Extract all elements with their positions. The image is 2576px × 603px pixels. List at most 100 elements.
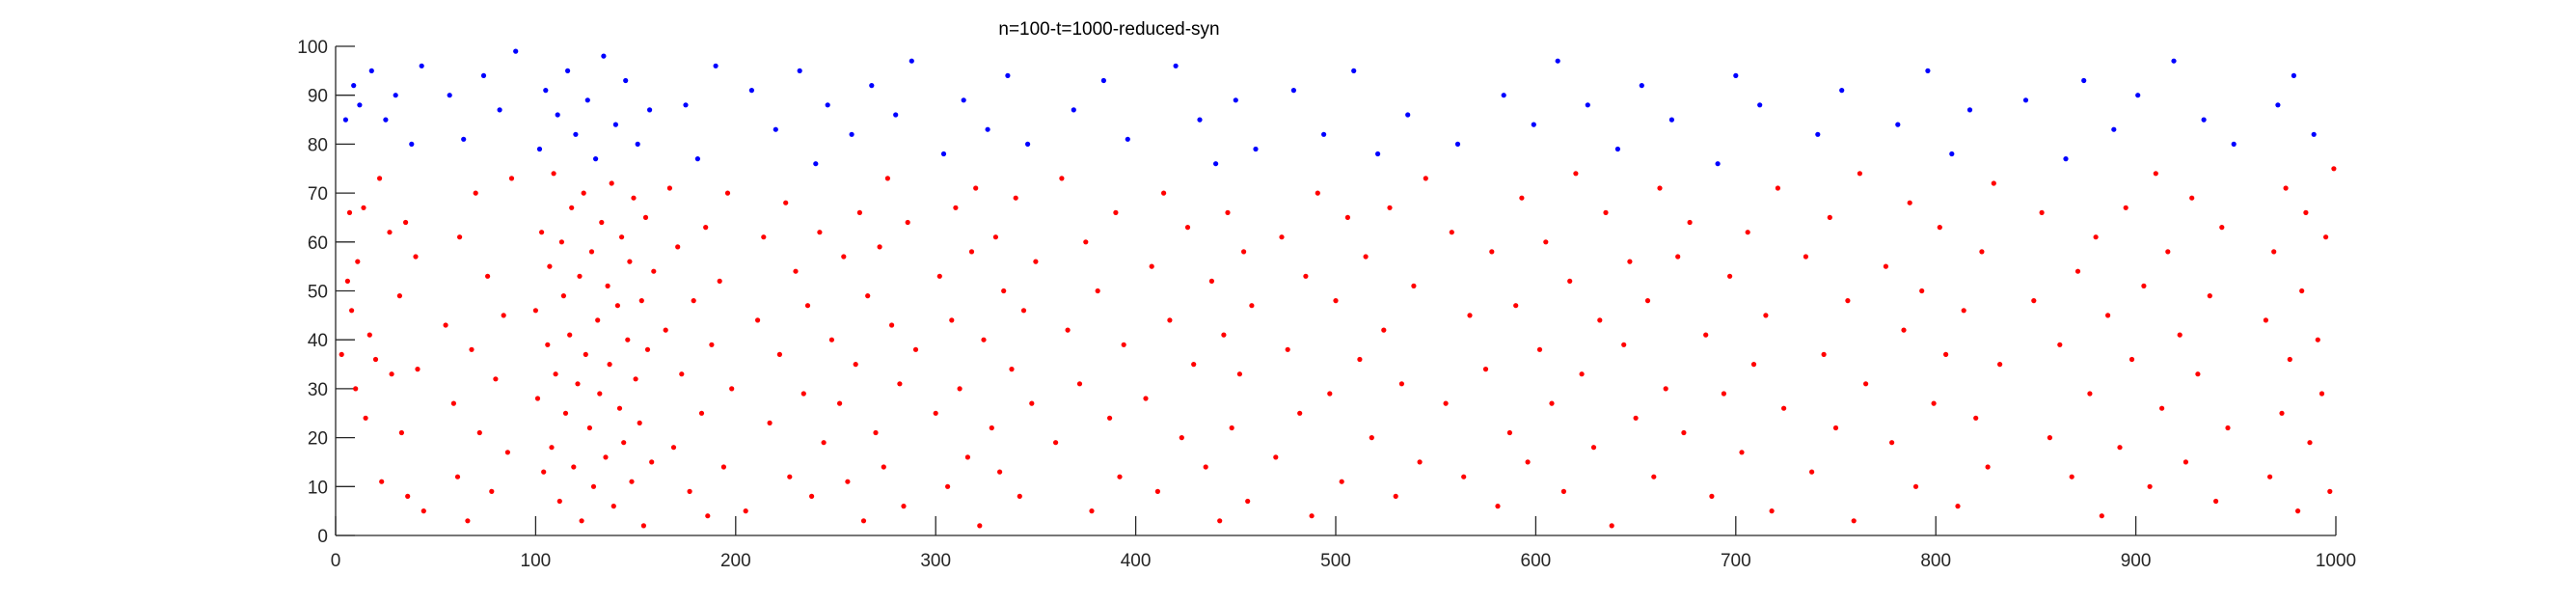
data-point: [1279, 234, 1285, 240]
data-point: [1991, 180, 1996, 186]
data-point: [396, 293, 402, 299]
data-point: [2323, 234, 2329, 240]
data-point: [1461, 474, 1467, 480]
data-point: [666, 185, 673, 191]
data-point: [945, 483, 951, 489]
data-point: [1482, 367, 1489, 372]
data-point: [1495, 504, 1501, 509]
x-tick-label: 400: [1121, 551, 1152, 571]
data-point: [562, 410, 569, 416]
data-point: [638, 298, 644, 304]
data-point: [2074, 268, 2081, 274]
data-point: [457, 234, 463, 240]
y-tick-label: 20: [308, 429, 328, 450]
data-point: [501, 313, 506, 318]
data-point: [1750, 362, 1757, 368]
data-point: [541, 469, 547, 475]
x-tick-label: 800: [1920, 551, 1951, 571]
x-tick-label: 500: [1320, 551, 1351, 571]
data-point: [1832, 425, 1839, 431]
data-point: [793, 268, 799, 274]
data-point: [1663, 386, 1668, 392]
data-point: [493, 376, 499, 382]
data-point: [1733, 72, 1739, 78]
data-point: [1687, 219, 1693, 226]
x-tick-label: 1000: [2316, 551, 2356, 571]
data-point: [687, 488, 692, 494]
data-point: [2022, 97, 2029, 103]
data-point: [644, 346, 651, 352]
data-point: [2283, 185, 2289, 191]
y-tick-label: 50: [308, 283, 328, 303]
data-point: [571, 464, 577, 470]
data-point: [964, 454, 971, 460]
data-point: [393, 93, 398, 98]
data-point: [1639, 83, 1644, 89]
data-point: [357, 102, 363, 108]
data-point: [703, 225, 709, 231]
data-point: [1344, 214, 1350, 220]
data-point: [2189, 195, 2195, 201]
data-point: [1614, 146, 1620, 152]
data-point: [1184, 225, 1191, 231]
data-point: [616, 405, 623, 411]
data-point: [1285, 346, 1290, 352]
data-point: [1017, 493, 1022, 499]
data-point: [783, 200, 789, 206]
data-point: [1233, 97, 1238, 103]
data-point: [884, 176, 891, 181]
data-point: [1809, 469, 1815, 475]
data-point: [368, 68, 374, 73]
data-point: [603, 454, 609, 460]
data-point: [1895, 122, 1901, 127]
data-point: [675, 244, 681, 250]
data-point: [583, 351, 588, 357]
data-point: [419, 63, 424, 69]
data-point: [1519, 195, 1525, 201]
data-point: [957, 386, 963, 392]
data-point: [1775, 185, 1780, 191]
data-point: [1059, 176, 1065, 181]
x-tick-label: 200: [720, 551, 751, 571]
data-point: [1387, 205, 1393, 210]
data-point: [2271, 249, 2277, 255]
data-point: [1803, 254, 1808, 260]
data-point: [651, 268, 657, 274]
data-point: [901, 504, 907, 509]
data-point: [953, 205, 959, 210]
data-point: [1883, 263, 1888, 269]
data-point: [1005, 72, 1011, 78]
data-point: [1979, 249, 1985, 255]
data-point: [755, 317, 761, 323]
data-point: [539, 230, 545, 235]
data-point: [1113, 209, 1119, 215]
data-point: [2327, 488, 2333, 494]
y-tick-label: 90: [308, 87, 328, 107]
data-point: [556, 498, 562, 505]
data-point: [1937, 225, 1942, 231]
data-point: [575, 381, 581, 387]
data-point: [881, 464, 886, 470]
data-point: [476, 429, 482, 436]
data-point: [403, 219, 409, 226]
data-point: [372, 356, 379, 363]
data-point: [597, 391, 603, 397]
x-tick-label: 0: [331, 551, 341, 571]
data-point: [2093, 234, 2099, 240]
data-point: [551, 171, 556, 177]
data-point: [560, 293, 567, 299]
data-point: [1173, 63, 1179, 69]
data-point: [485, 273, 491, 279]
data-point: [1449, 230, 1454, 235]
data-point: [985, 126, 990, 132]
data-point: [1739, 450, 1745, 455]
data-point: [1327, 391, 1333, 397]
data-point: [670, 445, 677, 451]
data-point: [1149, 263, 1154, 269]
data-point: [461, 136, 467, 142]
data-point: [2201, 117, 2207, 123]
data-point: [1863, 381, 1869, 387]
data-point: [489, 488, 495, 494]
data-point: [1208, 278, 1214, 284]
chart-title: n=100-t=1000-reduced-syn: [998, 19, 1219, 40]
